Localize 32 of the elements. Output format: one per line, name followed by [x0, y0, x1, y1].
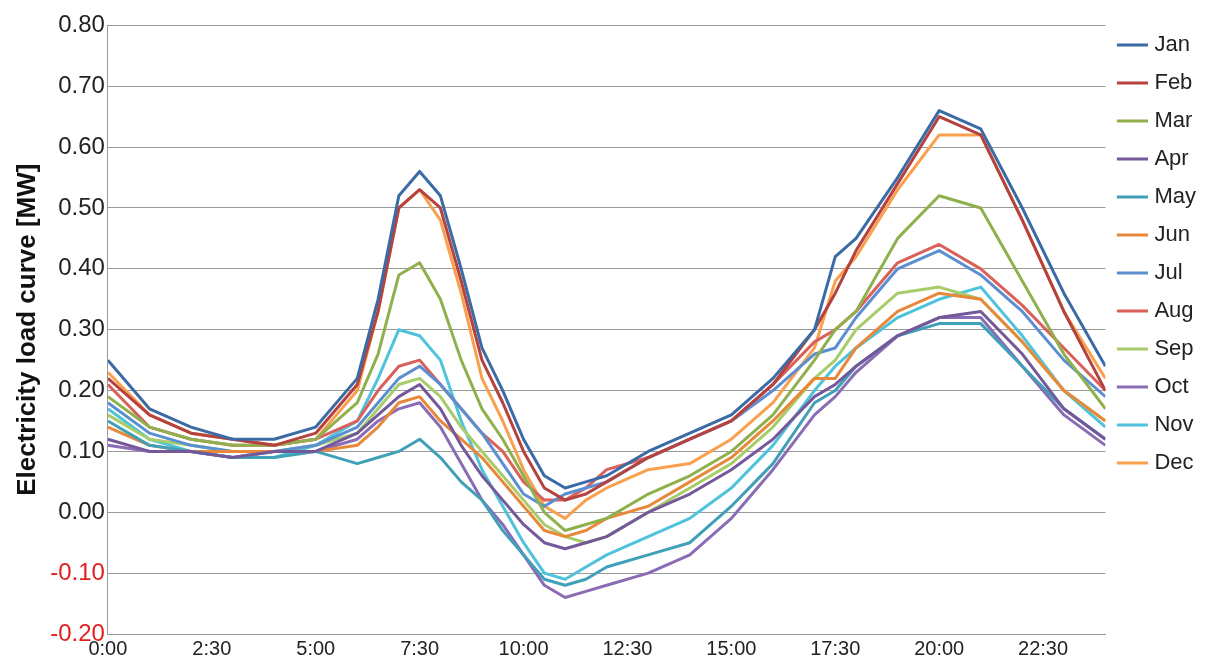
y-tick-label: 0.10 [58, 436, 105, 464]
x-tick-label: 12:30 [602, 636, 653, 659]
legend-label: Nov [1154, 411, 1194, 437]
y-axis-title: Electricity load curve [MW] [10, 163, 41, 496]
x-tick-label: 7:30 [400, 636, 440, 659]
y-tick-label: 0.40 [58, 253, 105, 281]
legend-label: Jul [1154, 259, 1183, 285]
legend-label: May [1154, 183, 1196, 209]
x-tick-label: 10:00 [498, 636, 549, 659]
y-tick-label: 0.60 [58, 131, 105, 159]
legend-label: Dec [1154, 449, 1194, 475]
legend-label: Jun [1154, 221, 1190, 247]
y-tick-label: 0.00 [58, 496, 105, 524]
x-tick-label: 15:00 [706, 636, 757, 659]
x-tick-label: 20:00 [914, 636, 965, 659]
y-tick-label: 0.50 [58, 192, 105, 220]
legend-label: Jan [1154, 31, 1190, 57]
x-tick-label: 2:30 [192, 636, 232, 659]
x-tick-label: 22:30 [1018, 636, 1069, 659]
y-tick-label: 0.30 [58, 314, 105, 342]
legend-label: Aug [1154, 297, 1194, 323]
legend-label: Feb [1154, 69, 1193, 95]
y-tick-label: -0.10 [50, 557, 105, 585]
legend-label: Sep [1154, 335, 1194, 361]
legend-label: Mar [1154, 107, 1193, 133]
legend-label: Oct [1154, 373, 1189, 399]
y-tick-label: 0.70 [58, 70, 105, 98]
legend-label: Apr [1154, 145, 1189, 171]
y-tick-label: 0.80 [58, 10, 105, 38]
y-tick-label: 0.20 [58, 375, 105, 403]
x-tick-label: 17:30 [810, 636, 861, 659]
x-tick-label: 5:00 [296, 636, 336, 659]
